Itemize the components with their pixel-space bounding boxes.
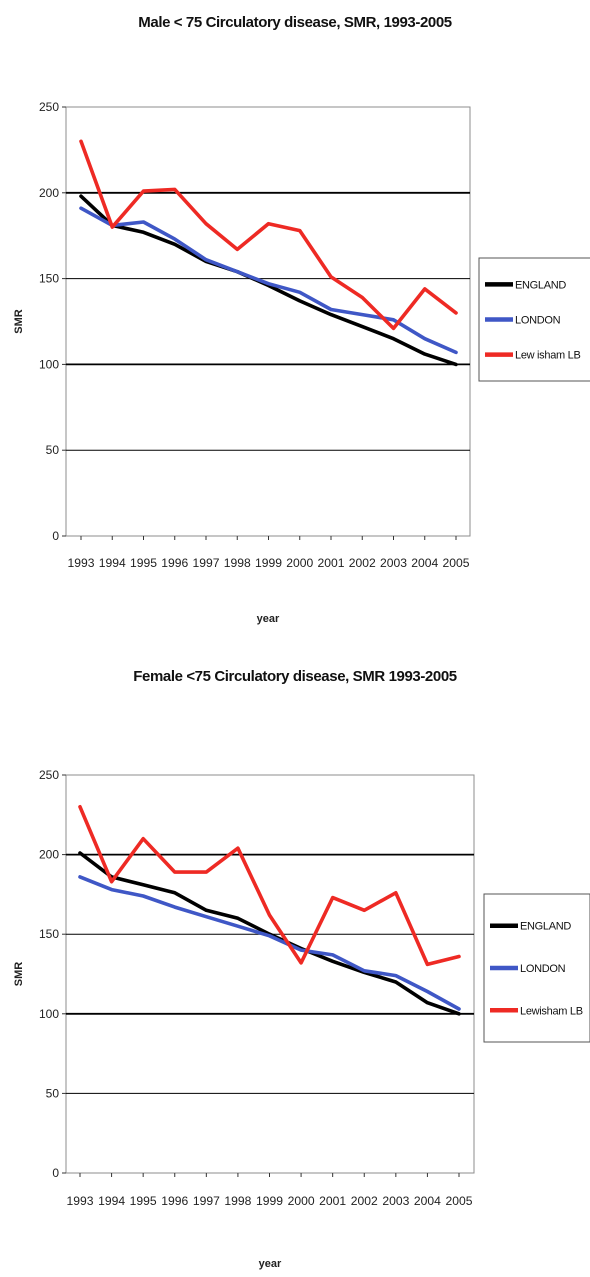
chart-title: Male < 75 Circulatory disease, SMR, 1993… — [138, 14, 452, 31]
x-tick-label: 1995 — [130, 1194, 157, 1208]
y-axis-label: SMR — [13, 962, 25, 987]
legend-label: LONDON — [520, 963, 566, 975]
x-tick-label: 1997 — [193, 556, 220, 570]
x-tick-label: 2004 — [414, 1194, 441, 1208]
y-axis-label: SMR — [13, 309, 25, 334]
y-tick-label: 50 — [46, 1086, 60, 1100]
male-chart-svg: 0 50 100 150 200 250 1993 1994 1995 1996 1997 1998 1… — [13, 100, 590, 625]
x-tick-label: 2000 — [288, 1194, 315, 1208]
x-tick-label: 1999 — [256, 1194, 283, 1208]
x-axis-label: year — [257, 613, 280, 625]
x-tick-label: 2001 — [318, 556, 345, 570]
y-tick-label: 200 — [39, 848, 59, 862]
y-tick-label: 0 — [52, 1166, 59, 1180]
female-chart-svg: 0 50 100 150 200 250 1993 1994 1995 1996 1997 1998 1… — [13, 768, 590, 1270]
female-circulatory-chart: Female <75 Circulatory disease, SMR 1993… — [0, 640, 590, 1277]
x-tick-label: 2005 — [446, 1194, 473, 1208]
legend-label: Lew isham LB — [515, 350, 581, 362]
x-tick-label: 1998 — [224, 1194, 251, 1208]
x-tick-label: 2002 — [351, 1194, 378, 1208]
y-tick-label: 100 — [39, 357, 59, 371]
x-tick-label: 2003 — [380, 556, 407, 570]
series-line-london — [79, 206, 458, 355]
y-tick-label: 100 — [39, 1007, 59, 1021]
x-tick-label: 1995 — [130, 556, 157, 570]
x-tick-label: 1994 — [99, 556, 126, 570]
y-tick-label: 200 — [39, 186, 59, 200]
series-line-london — [78, 875, 461, 1011]
y-tick-label: 250 — [39, 100, 59, 114]
y-tick-label: 50 — [46, 443, 60, 457]
series-line-lewisham-lb — [79, 139, 458, 331]
male-circulatory-chart: Male < 75 Circulatory disease, SMR, 1993… — [13, 14, 590, 625]
y-tick-label: 250 — [39, 768, 59, 782]
x-tick-label: 2002 — [349, 556, 376, 570]
x-tick-label: 2000 — [286, 556, 313, 570]
y-tick-label: 150 — [39, 272, 59, 286]
plot-area — [65, 106, 471, 537]
y-tick-label: 0 — [52, 529, 59, 543]
x-axis-label: year — [259, 1258, 282, 1270]
x-tick-label: 1997 — [193, 1194, 220, 1208]
x-tick-label: 1996 — [161, 556, 188, 570]
x-tick-label: 1993 — [67, 1194, 94, 1208]
x-tick-label: 1996 — [161, 1194, 188, 1208]
series-line-lewisham-lb — [78, 805, 461, 967]
plot-area — [65, 774, 475, 1174]
x-tick-label: 1993 — [68, 556, 95, 570]
x-tick-label: 1994 — [98, 1194, 125, 1208]
y-tick-label: 150 — [39, 927, 59, 941]
x-tick-label: 1999 — [255, 556, 282, 570]
x-tick-label: 2005 — [443, 556, 470, 570]
chart-title: Female <75 Circulatory disease, SMR 1993… — [133, 668, 457, 685]
x-tick-label: 2004 — [411, 556, 438, 570]
x-tick-label: 2003 — [382, 1194, 409, 1208]
x-tick-label: 2001 — [319, 1194, 346, 1208]
legend-label: Lewisham LB — [520, 1005, 583, 1017]
legend-label: ENGLAND — [515, 279, 566, 291]
legend-label: LONDON — [515, 315, 561, 327]
x-tick-label: 1998 — [224, 556, 251, 570]
legend-label: ENGLAND — [520, 921, 571, 933]
